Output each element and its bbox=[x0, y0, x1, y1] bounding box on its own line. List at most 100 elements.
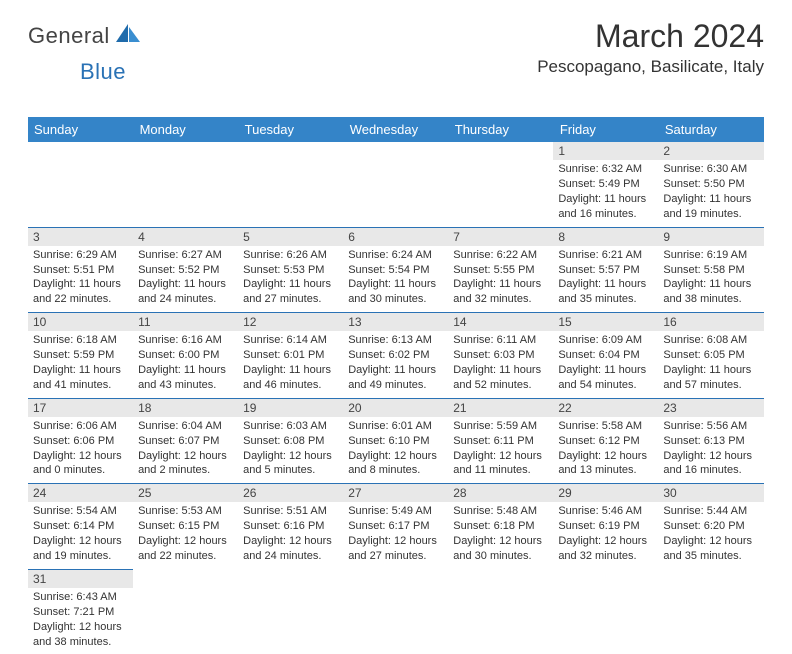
sunrise-line: Sunrise: 6:30 AM bbox=[663, 162, 758, 177]
daylight-line: Daylight: 12 hours and 32 minutes. bbox=[558, 534, 653, 564]
day-number: 7 bbox=[448, 228, 553, 246]
brand-text-general: General bbox=[28, 23, 110, 49]
day-number: 3 bbox=[28, 228, 133, 246]
sunset-line: Sunset: 6:19 PM bbox=[558, 519, 653, 534]
day-number: 24 bbox=[28, 484, 133, 502]
sunset-line: Sunset: 7:21 PM bbox=[33, 605, 128, 620]
day-number: 23 bbox=[658, 399, 763, 417]
day-cell: 14Sunrise: 6:11 AMSunset: 6:03 PMDayligh… bbox=[448, 313, 553, 399]
daylight-line: Daylight: 12 hours and 30 minutes. bbox=[453, 534, 548, 564]
sunset-line: Sunset: 6:16 PM bbox=[243, 519, 338, 534]
daylight-line: Daylight: 12 hours and 16 minutes. bbox=[663, 449, 758, 479]
daylight-line: Daylight: 11 hours and 22 minutes. bbox=[33, 277, 128, 307]
daylight-line: Daylight: 12 hours and 8 minutes. bbox=[348, 449, 443, 479]
sunset-line: Sunset: 5:54 PM bbox=[348, 263, 443, 278]
day-cell: 11Sunrise: 6:16 AMSunset: 6:00 PMDayligh… bbox=[133, 313, 238, 399]
sunrise-line: Sunrise: 6:13 AM bbox=[348, 333, 443, 348]
day-number: 29 bbox=[553, 484, 658, 502]
daylight-line: Daylight: 11 hours and 57 minutes. bbox=[663, 363, 758, 393]
daylight-line: Daylight: 11 hours and 41 minutes. bbox=[33, 363, 128, 393]
daylight-line: Daylight: 11 hours and 19 minutes. bbox=[663, 192, 758, 222]
sunset-line: Sunset: 5:51 PM bbox=[33, 263, 128, 278]
sunrise-line: Sunrise: 5:48 AM bbox=[453, 504, 548, 519]
day-cell: 23 Sunrise: 5:56 AMSunset: 6:13 PMDayligh… bbox=[658, 398, 763, 484]
sunset-line: Sunset: 6:17 PM bbox=[348, 519, 443, 534]
day-number: 1 bbox=[553, 142, 658, 160]
day-cell bbox=[448, 142, 553, 227]
daylight-line: Daylight: 11 hours and 30 minutes. bbox=[348, 277, 443, 307]
sunset-line: Sunset: 6:07 PM bbox=[138, 434, 233, 449]
daylight-line: Daylight: 11 hours and 16 minutes. bbox=[558, 192, 653, 222]
daylight-line: Daylight: 12 hours and 19 minutes. bbox=[33, 534, 128, 564]
sunset-line: Sunset: 6:01 PM bbox=[243, 348, 338, 363]
dayname-sat: Saturday bbox=[658, 117, 763, 142]
day-number: 13 bbox=[343, 313, 448, 331]
daylight-line: Daylight: 12 hours and 0 minutes. bbox=[33, 449, 128, 479]
day-cell: 20Sunrise: 6:01 AMSunset: 6:10 PMDayligh… bbox=[343, 398, 448, 484]
sunrise-line: Sunrise: 5:58 AM bbox=[558, 419, 653, 434]
day-cell: 24Sunrise: 5:54 AMSunset: 6:14 PMDayligh… bbox=[28, 484, 133, 570]
sunrise-line: Sunrise: 5:56 AM bbox=[663, 419, 758, 434]
daylight-line: Daylight: 12 hours and 2 minutes. bbox=[138, 449, 233, 479]
dayname-sun: Sunday bbox=[28, 117, 133, 142]
sunrise-line: Sunrise: 5:53 AM bbox=[138, 504, 233, 519]
day-cell: 1 Sunrise: 6:32 AMSunset: 5:49 PMDaylight… bbox=[553, 142, 658, 227]
sunrise-line: Sunrise: 6:32 AM bbox=[558, 162, 653, 177]
sunrise-line: Sunrise: 6:11 AM bbox=[453, 333, 548, 348]
sunrise-line: Sunrise: 5:49 AM bbox=[348, 504, 443, 519]
day-cell: 8Sunrise: 6:21 AMSunset: 5:57 PMDaylight… bbox=[553, 227, 658, 313]
day-cell: 25Sunrise: 5:53 AMSunset: 6:15 PMDayligh… bbox=[133, 484, 238, 570]
sunrise-line: Sunrise: 5:54 AM bbox=[33, 504, 128, 519]
week-row: 3Sunrise: 6:29 AMSunset: 5:51 PMDaylight… bbox=[28, 227, 764, 313]
day-number: 5 bbox=[238, 228, 343, 246]
sunset-line: Sunset: 5:52 PM bbox=[138, 263, 233, 278]
day-cell: 5Sunrise: 6:26 AMSunset: 5:53 PMDaylight… bbox=[238, 227, 343, 313]
sunset-line: Sunset: 6:13 PM bbox=[663, 434, 758, 449]
day-number: 9 bbox=[658, 228, 763, 246]
week-row: 24Sunrise: 5:54 AMSunset: 6:14 PMDayligh… bbox=[28, 484, 764, 570]
daylight-line: Daylight: 11 hours and 27 minutes. bbox=[243, 277, 338, 307]
daylight-line: Daylight: 12 hours and 27 minutes. bbox=[348, 534, 443, 564]
daylight-line: Daylight: 12 hours and 35 minutes. bbox=[663, 534, 758, 564]
sail-icon bbox=[114, 22, 142, 49]
daylight-line: Daylight: 11 hours and 46 minutes. bbox=[243, 363, 338, 393]
day-number: 12 bbox=[238, 313, 343, 331]
day-number: 30 bbox=[658, 484, 763, 502]
sunset-line: Sunset: 6:06 PM bbox=[33, 434, 128, 449]
sunrise-line: Sunrise: 6:19 AM bbox=[663, 248, 758, 263]
day-number: 2 bbox=[658, 142, 763, 160]
day-cell: 10Sunrise: 6:18 AMSunset: 5:59 PMDayligh… bbox=[28, 313, 133, 399]
day-number: 25 bbox=[133, 484, 238, 502]
day-cell: 29Sunrise: 5:46 AMSunset: 6:19 PMDayligh… bbox=[553, 484, 658, 570]
day-cell: 18Sunrise: 6:04 AMSunset: 6:07 PMDayligh… bbox=[133, 398, 238, 484]
day-cell: 19Sunrise: 6:03 AMSunset: 6:08 PMDayligh… bbox=[238, 398, 343, 484]
sunrise-line: Sunrise: 6:43 AM bbox=[33, 590, 128, 605]
day-number: 27 bbox=[343, 484, 448, 502]
day-cell bbox=[238, 142, 343, 227]
sunrise-line: Sunrise: 6:26 AM bbox=[243, 248, 338, 263]
day-number: 6 bbox=[343, 228, 448, 246]
sunrise-line: Sunrise: 6:27 AM bbox=[138, 248, 233, 263]
sunrise-line: Sunrise: 6:03 AM bbox=[243, 419, 338, 434]
daylight-line: Daylight: 11 hours and 52 minutes. bbox=[453, 363, 548, 393]
daylight-line: Daylight: 11 hours and 38 minutes. bbox=[663, 277, 758, 307]
day-number: 10 bbox=[28, 313, 133, 331]
day-number: 18 bbox=[133, 399, 238, 417]
day-number: 26 bbox=[238, 484, 343, 502]
day-number: 20 bbox=[343, 399, 448, 417]
sunset-line: Sunset: 5:49 PM bbox=[558, 177, 653, 192]
day-cell: 7Sunrise: 6:22 AMSunset: 5:55 PMDaylight… bbox=[448, 227, 553, 313]
day-cell: 3Sunrise: 6:29 AMSunset: 5:51 PMDaylight… bbox=[28, 227, 133, 313]
day-cell: 22Sunrise: 5:58 AMSunset: 6:12 PMDayligh… bbox=[553, 398, 658, 484]
day-cell bbox=[28, 142, 133, 227]
daylight-line: Daylight: 11 hours and 24 minutes. bbox=[138, 277, 233, 307]
dayname-mon: Monday bbox=[133, 117, 238, 142]
sunrise-line: Sunrise: 6:24 AM bbox=[348, 248, 443, 263]
sunset-line: Sunset: 6:02 PM bbox=[348, 348, 443, 363]
sunrise-line: Sunrise: 6:21 AM bbox=[558, 248, 653, 263]
day-cell: 28Sunrise: 5:48 AMSunset: 6:18 PMDayligh… bbox=[448, 484, 553, 570]
day-cell: 16Sunrise: 6:08 AMSunset: 6:05 PMDayligh… bbox=[658, 313, 763, 399]
sunset-line: Sunset: 6:18 PM bbox=[453, 519, 548, 534]
day-number: 21 bbox=[448, 399, 553, 417]
daylight-line: Daylight: 12 hours and 24 minutes. bbox=[243, 534, 338, 564]
